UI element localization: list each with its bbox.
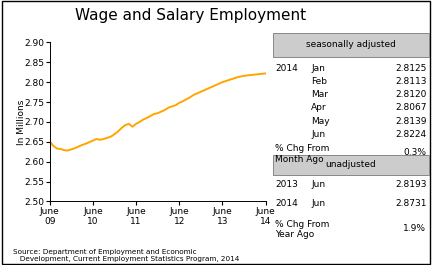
Text: 2.8120: 2.8120 [395,90,426,99]
Text: unadjusted: unadjusted [325,161,376,169]
Text: Feb: Feb [311,77,327,86]
Text: 2014: 2014 [275,64,298,73]
Text: 2.8067: 2.8067 [395,103,426,112]
Text: % Chg From
Month Ago: % Chg From Month Ago [275,144,330,164]
Text: Mar: Mar [311,90,328,99]
Text: Wage and Salary Employment: Wage and Salary Employment [74,8,306,23]
Text: % Chg From
Year Ago: % Chg From Year Ago [275,220,330,239]
Text: 2.8113: 2.8113 [395,77,426,86]
Text: Jun: Jun [311,130,325,139]
Text: Source: Department of Employment and Economic
   Development, Current Employment: Source: Department of Employment and Eco… [13,249,239,262]
Text: 2.8731: 2.8731 [395,199,426,208]
Text: 2.8125: 2.8125 [395,64,426,73]
Text: Jun: Jun [311,180,325,189]
Text: 2.8139: 2.8139 [395,117,426,126]
Text: May: May [311,117,330,126]
Text: 2.8224: 2.8224 [395,130,426,139]
Text: Jan: Jan [311,64,325,73]
Text: Jun: Jun [311,199,325,208]
Text: 1.9%: 1.9% [403,224,426,233]
Text: 2014: 2014 [275,199,298,208]
Text: seasonally adjusted: seasonally adjusted [306,40,396,49]
Text: Apr: Apr [311,103,327,112]
Text: 2.8193: 2.8193 [395,180,426,189]
Text: 0.3%: 0.3% [403,148,426,157]
Text: 2013: 2013 [275,180,298,189]
Y-axis label: In Millions: In Millions [17,99,26,145]
